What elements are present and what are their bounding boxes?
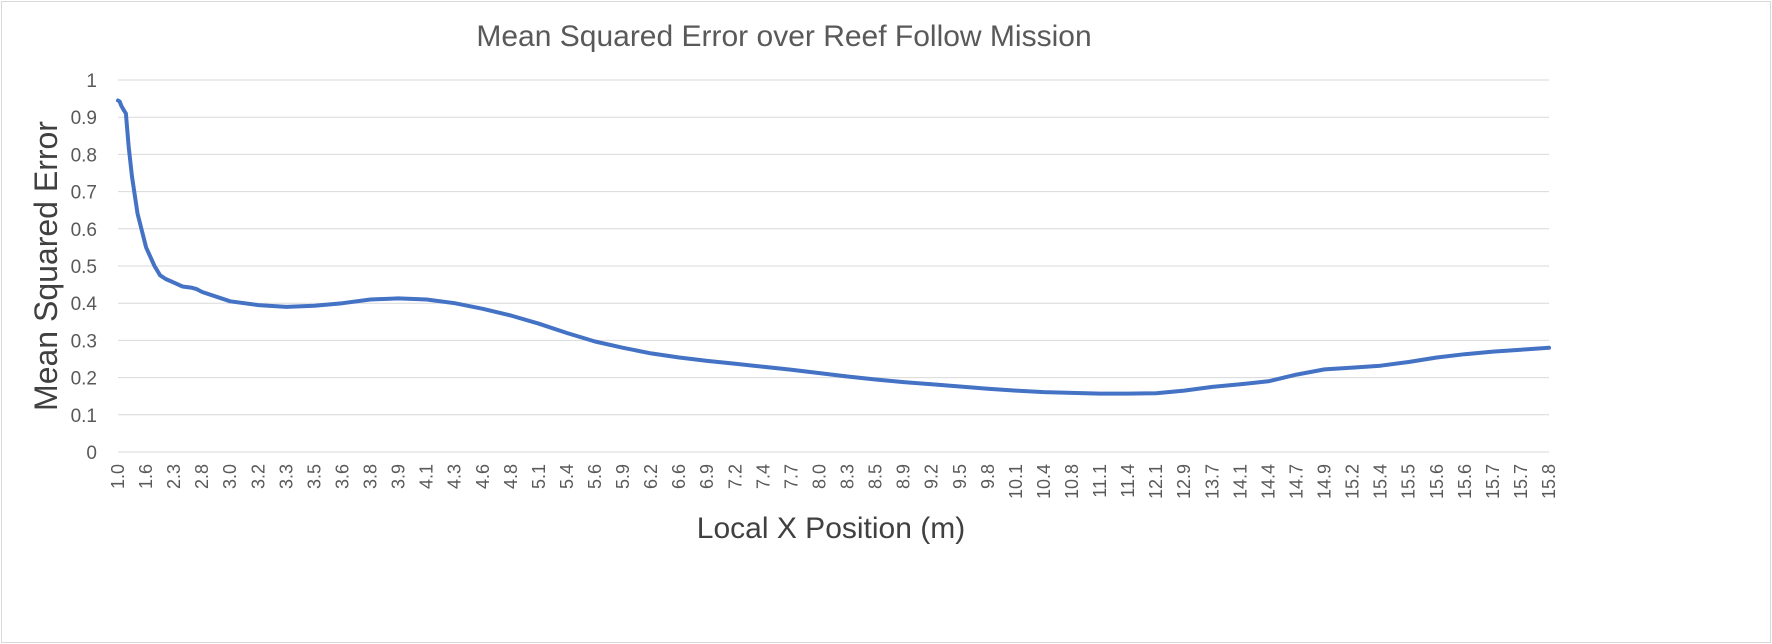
x-tick-label: 6.9 bbox=[697, 464, 717, 489]
x-tick-label: 7.2 bbox=[725, 464, 745, 489]
x-tick-label: 12.1 bbox=[1146, 464, 1166, 499]
y-tick-label: 0.6 bbox=[71, 220, 97, 241]
x-tick-label: 3.9 bbox=[389, 464, 409, 489]
x-tick-label: 11.1 bbox=[1090, 464, 1110, 498]
x-tick-label: 9.2 bbox=[922, 464, 942, 489]
x-tick-label: 8.0 bbox=[809, 464, 829, 489]
x-axis-label: Local X Position (m) bbox=[697, 512, 965, 545]
x-tick-label: 14.1 bbox=[1230, 464, 1250, 499]
y-axis-label: Mean Squared Error bbox=[28, 121, 64, 411]
y-tick-label: 1 bbox=[86, 71, 97, 92]
x-tick-label: 15.7 bbox=[1483, 464, 1503, 499]
y-tick-label: 0.2 bbox=[71, 369, 97, 390]
y-axis-ticks: 0 0.1 0.2 0.3 0.4 0.5 0.6 0.7 0.8 0.9 1 bbox=[71, 71, 98, 464]
series-line bbox=[116, 98, 1551, 396]
x-tick-label: 15.4 bbox=[1371, 464, 1391, 499]
x-tick-label: 9.5 bbox=[950, 464, 970, 489]
x-tick-label: 1.0 bbox=[108, 464, 128, 489]
chart-title: Mean Squared Error over Reef Follow Miss… bbox=[476, 20, 1091, 53]
y-tick-label: 0.4 bbox=[71, 294, 98, 315]
x-tick-label: 15.2 bbox=[1343, 464, 1363, 499]
x-tick-label: 14.7 bbox=[1286, 464, 1306, 499]
x-tick-label: 10.1 bbox=[1006, 464, 1026, 499]
x-tick-label: 12.9 bbox=[1174, 464, 1194, 499]
x-tick-label: 3.0 bbox=[220, 464, 240, 489]
x-tick-label: 15.6 bbox=[1455, 464, 1475, 499]
x-tick-label: 3.6 bbox=[332, 464, 352, 489]
x-axis-ticks: 1.0 1.6 2.3 2.8 3.0 3.2 3.3 3.5 3.6 3.8 3.9 4.1 4.3 4… bbox=[108, 464, 1559, 499]
x-tick-label: 4.3 bbox=[445, 464, 465, 489]
x-tick-label: 15.8 bbox=[1539, 464, 1559, 499]
x-tick-label: 2.3 bbox=[164, 464, 184, 489]
y-tick-label: 0.3 bbox=[71, 331, 97, 352]
x-tick-label: 14.9 bbox=[1315, 464, 1335, 499]
x-tick-label: 15.6 bbox=[1427, 464, 1447, 499]
x-tick-label: 10.4 bbox=[1034, 464, 1054, 499]
x-tick-label: 15.7 bbox=[1511, 464, 1531, 499]
x-tick-label: 10.8 bbox=[1062, 464, 1082, 499]
x-tick-label: 5.1 bbox=[529, 464, 549, 489]
x-tick-label: 3.3 bbox=[276, 464, 296, 489]
x-tick-label: 4.1 bbox=[417, 464, 437, 489]
x-tick-label: 8.5 bbox=[866, 464, 886, 489]
x-tick-label: 3.8 bbox=[361, 464, 381, 489]
x-tick-label: 5.6 bbox=[585, 464, 605, 489]
x-tick-label: 9.8 bbox=[978, 464, 998, 489]
y-tick-label: 0 bbox=[86, 443, 97, 464]
gridlines bbox=[118, 79, 1549, 453]
y-tick-label: 0.5 bbox=[71, 257, 97, 278]
x-tick-label: 5.4 bbox=[557, 464, 577, 489]
x-tick-label: 7.7 bbox=[781, 464, 801, 489]
x-tick-label: 5.9 bbox=[613, 464, 633, 489]
x-tick-label: 6.6 bbox=[669, 464, 689, 489]
x-tick-label: 2.8 bbox=[192, 464, 212, 489]
x-tick-label: 4.8 bbox=[501, 464, 521, 489]
x-tick-label: 15.5 bbox=[1399, 464, 1419, 499]
x-tick-label: 8.9 bbox=[894, 464, 914, 489]
y-tick-label: 0.7 bbox=[71, 183, 97, 204]
x-tick-label: 13.7 bbox=[1202, 464, 1222, 499]
x-tick-label: 3.5 bbox=[304, 464, 324, 489]
x-tick-label: 1.6 bbox=[136, 464, 156, 489]
y-tick-label: 0.1 bbox=[71, 406, 97, 427]
y-tick-label: 0.9 bbox=[71, 108, 97, 129]
x-tick-label: 8.3 bbox=[838, 464, 858, 489]
y-tick-label: 0.8 bbox=[71, 145, 97, 166]
x-tick-label: 7.4 bbox=[753, 464, 773, 489]
x-tick-label: 3.2 bbox=[248, 464, 268, 489]
x-tick-label: 6.2 bbox=[641, 464, 661, 489]
x-tick-label: 11.4 bbox=[1118, 464, 1138, 498]
x-tick-label: 4.6 bbox=[473, 464, 493, 489]
x-tick-label: 14.4 bbox=[1258, 464, 1278, 499]
